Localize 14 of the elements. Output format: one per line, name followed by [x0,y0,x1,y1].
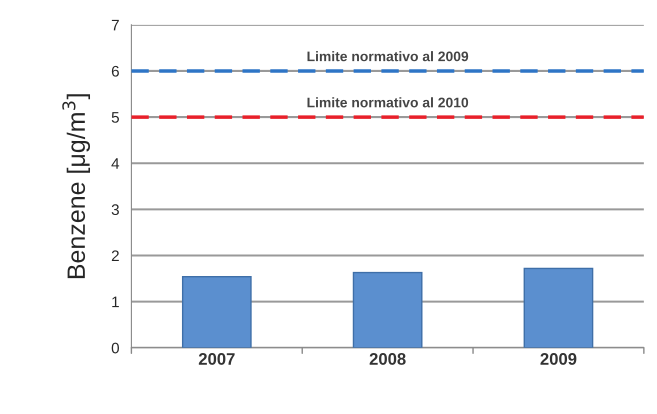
y-tick-label: 2 [112,250,119,262]
y-tick-label: 0 [112,342,119,354]
y-tick-label: 4 [111,158,120,169]
y-tick-label: 5 [112,112,119,123]
y-tick-label: 7 [112,20,119,30]
y-tick-label: 6 [112,66,119,77]
y-axis-title: Benzene [μg/m$^{3}$] [62,94,90,278]
ref-line-label: Limite normativo al 2010 [308,97,468,108]
y-tick-label: 1 [112,296,119,308]
x-tick-label: 2009 [540,353,576,365]
x-tick-label: 2008 [370,353,406,365]
y-tick-label: 3 [112,204,119,216]
ref-line-label: Limite normativo al 2009 [308,51,468,62]
x-tick-label: 2007 [198,353,235,365]
